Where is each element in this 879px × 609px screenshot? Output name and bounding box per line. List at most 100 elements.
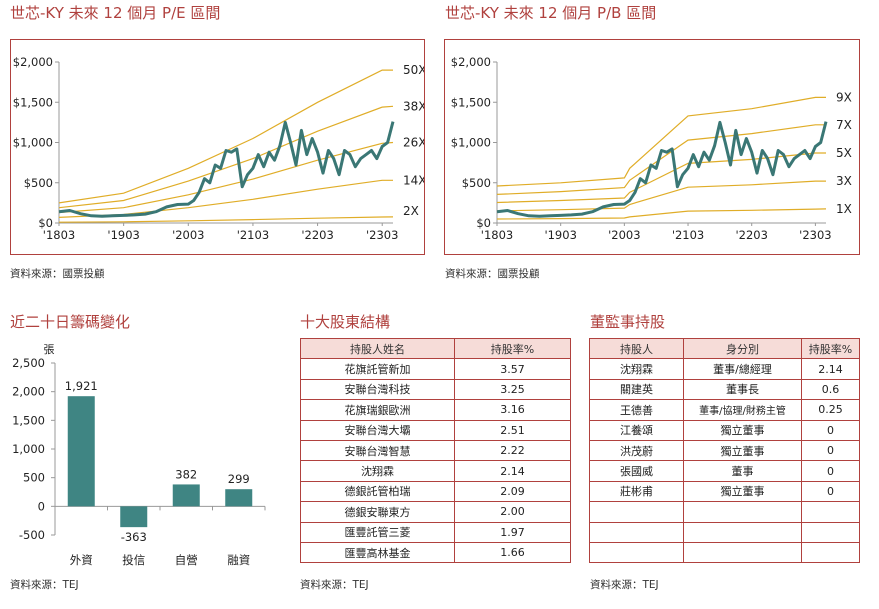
chips-category-label: 外資 <box>70 553 93 567</box>
pb-band-line <box>496 152 826 204</box>
pe-band-label: 50X <box>403 63 424 77</box>
chips-category-label: 融資 <box>227 553 250 567</box>
holder-name: 花旗瑞銀歐洲 <box>300 399 455 421</box>
pe-y-tick-label: $2,000 <box>13 55 53 69</box>
board-role: 獨立董事 <box>683 439 802 462</box>
pb-source: 資料來源：國票投顧 <box>445 268 540 280</box>
pe-band-label: 14X <box>403 173 424 187</box>
pb-band-label: 9X <box>836 90 852 104</box>
pb-band-label: 1X <box>836 202 852 216</box>
pb-y-tick-label: $0 <box>476 216 491 230</box>
holders-header-pct: 持股率% <box>454 337 571 360</box>
chips-bar <box>67 396 95 507</box>
holder-name: 匯豐託管三菱 <box>300 521 455 543</box>
chips-y-tick-label: -500 <box>19 528 45 542</box>
holder-pct: 3.16 <box>454 399 571 421</box>
pb-price-line <box>496 120 828 218</box>
table-row: 莊彬甫 獨立董事 0 <box>589 480 860 503</box>
chips-y-tick-label: 500 <box>23 471 45 485</box>
pb-band-label: 3X <box>836 174 852 188</box>
board-role <box>683 501 802 523</box>
pe-y-tick-label: $1,000 <box>13 136 53 150</box>
board-pct <box>801 521 860 543</box>
board-role <box>683 541 802 564</box>
holder-pct: 1.97 <box>454 521 571 543</box>
table-row: 花旗瑞銀歐洲 3.16 <box>300 399 571 421</box>
pb-x-tick-label: '1903 <box>544 228 576 242</box>
holder-name: 安聯台灣大壩 <box>300 419 455 441</box>
holders-table: 持股人姓名 持股率% 花旗託管新加 3.57 安聯台灣科技 3.25 花旗瑞銀歐洲 3… <box>300 337 571 564</box>
pe-band-label: 26X <box>403 136 424 150</box>
board-pct <box>801 541 860 564</box>
pe-x-tick-label: '1803 <box>43 228 75 242</box>
board-source: 資料來源：TEJ <box>590 579 659 591</box>
board-holder <box>589 521 684 543</box>
board-role: 董事長 <box>683 378 802 401</box>
pe-band-chart: $0 $500 $1,000 $1,500 $2,000 '1803 '1903 '2003 '… <box>13 55 427 242</box>
chips-value-label: -363 <box>121 530 147 544</box>
holder-pct: 2.00 <box>454 501 571 523</box>
table-row: 安聯台灣智慧 2.22 <box>300 439 571 462</box>
pe-y-tick-label: $500 <box>24 176 53 190</box>
chips-bar <box>225 489 253 507</box>
board-pct: 0.6 <box>801 378 860 401</box>
holder-pct: 2.51 <box>454 419 571 441</box>
pb-x-tick-label: '1803 <box>481 228 513 242</box>
holder-name: 匯豐高林基金 <box>300 541 455 564</box>
table-row: 張國威 董事 0 <box>589 460 860 482</box>
pb-band-label: 7X <box>836 118 852 132</box>
board-holder: 張國威 <box>589 460 684 482</box>
holder-name: 德銀託管柏瑞 <box>300 480 455 503</box>
board-holder: 洪茂蔚 <box>589 439 684 462</box>
board-holder: 莊彬甫 <box>589 480 684 503</box>
table-row: 德銀託管柏瑞 2.09 <box>300 480 571 503</box>
board-holder: 江養頌 <box>589 419 684 441</box>
board-pct: 0 <box>801 460 860 482</box>
pb-band-line <box>496 96 826 187</box>
chips-y-unit-label: 張 <box>44 343 55 356</box>
pe-source: 資料來源：國票投顧 <box>10 268 105 280</box>
chips-category-label: 自營 <box>175 553 198 567</box>
pb-y-tick-label: $500 <box>462 176 491 190</box>
pe-band-line <box>58 105 394 209</box>
table-row <box>589 541 860 564</box>
board-holder <box>589 541 684 564</box>
chips-value-label: 1,921 <box>65 379 98 393</box>
pb-y-tick-label: $2,000 <box>451 55 491 69</box>
board-pct: 0.25 <box>801 399 860 421</box>
chips-category-label: 投信 <box>122 553 145 567</box>
table-row <box>589 521 860 543</box>
board-pct <box>801 501 860 523</box>
table-row: 沈翔霖 董事/總經理 2.14 <box>589 358 860 380</box>
holder-name: 德銀安聯東方 <box>300 501 455 523</box>
holder-name: 花旗託管新加 <box>300 358 455 380</box>
table-row: 江養頌 獨立董事 0 <box>589 419 860 441</box>
board-role: 獨立董事 <box>683 480 802 503</box>
holders-header-name: 持股人姓名 <box>300 337 455 360</box>
board-header-role: 身分別 <box>683 337 802 360</box>
table-row: 安聯台灣科技 3.25 <box>300 378 571 401</box>
chips-y-tick-label: 0 <box>38 499 45 513</box>
board-holder <box>589 501 684 523</box>
pe-x-tick-label: '2203 <box>301 228 333 242</box>
pe-band-line <box>58 216 394 223</box>
board-pct: 0 <box>801 439 860 462</box>
board-role <box>683 521 802 543</box>
board-role: 董事 <box>683 460 802 482</box>
pe-x-tick-label: '2103 <box>237 228 269 242</box>
pb-x-tick-label: '2103 <box>672 228 704 242</box>
pe-price-line <box>58 120 395 218</box>
pe-y-tick-label: $0 <box>38 216 53 230</box>
table-row: 匯豐高林基金 1.66 <box>300 541 571 564</box>
board-header-holder: 持股人 <box>589 337 684 360</box>
pe-band-label: 38X <box>403 99 424 113</box>
pb-band-line <box>496 208 827 220</box>
chips-y-tick-label: 1,500 <box>12 413 45 427</box>
pb-x-tick-label: '2203 <box>735 228 767 242</box>
table-row: 王德善 董事/協理/財務主管 0.25 <box>589 399 860 421</box>
pe-x-tick-label: '2003 <box>172 228 204 242</box>
board-pct: 0 <box>801 419 860 441</box>
pe-chart-frame: $0 $500 $1,000 $1,500 $2,000 '1803 '1903 '2003 '… <box>10 39 427 255</box>
board-role: 董事/總經理 <box>683 358 802 380</box>
board-role: 董事/協理/財務主管 <box>683 399 802 421</box>
